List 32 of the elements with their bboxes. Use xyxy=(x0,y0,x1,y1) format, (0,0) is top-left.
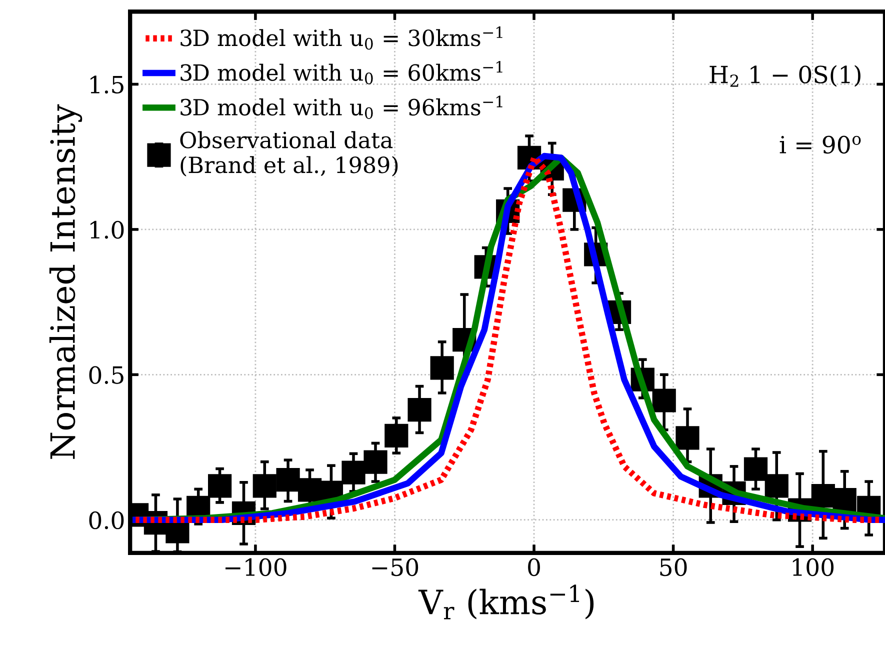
point xyxy=(384,424,408,448)
legend-label: 3D model with u$_{0}$ = 60kms$^{−1}$ xyxy=(180,61,502,84)
point xyxy=(676,426,700,450)
legend-label: 3D model with u$_{0}$ = 30kms$^{−1}$ xyxy=(180,26,502,50)
point xyxy=(364,450,388,474)
y-tick-label: 1.5 xyxy=(90,76,124,94)
point xyxy=(208,474,232,498)
y-tick-label: 0.0 xyxy=(89,511,124,530)
x-tick-label: 50 xyxy=(660,558,687,576)
x-tick-label: 100 xyxy=(792,558,834,576)
y-axis-title: Normalized Intensity xyxy=(49,104,82,459)
point xyxy=(764,474,788,498)
x-tick-label: 0 xyxy=(528,558,540,576)
x-tick-label: −50 xyxy=(372,558,418,576)
y-tick-label: 1.0 xyxy=(90,220,124,239)
point xyxy=(298,478,322,502)
point xyxy=(832,488,856,512)
point xyxy=(652,388,676,412)
annotation: i = 90$^{o}$ xyxy=(780,136,861,154)
point xyxy=(744,457,768,481)
point xyxy=(252,474,276,498)
point xyxy=(408,398,432,422)
point xyxy=(811,484,835,508)
annotation: H$_{2}$ 1 − 0S(1) xyxy=(710,65,860,87)
x-tick-label: −100 xyxy=(226,558,286,576)
x-axis-title: V$_{r}$ (kms$^{−1}$) xyxy=(418,584,594,620)
point xyxy=(276,468,300,492)
legend-label: 3D model with u$_{0}$ = 96kms$^{−1}$ xyxy=(180,96,502,119)
point xyxy=(430,356,454,380)
legend-label: Observational data (Brand et al., 1989) xyxy=(180,131,398,176)
point xyxy=(342,460,366,484)
y-tick-label: 0.5 xyxy=(89,366,124,384)
